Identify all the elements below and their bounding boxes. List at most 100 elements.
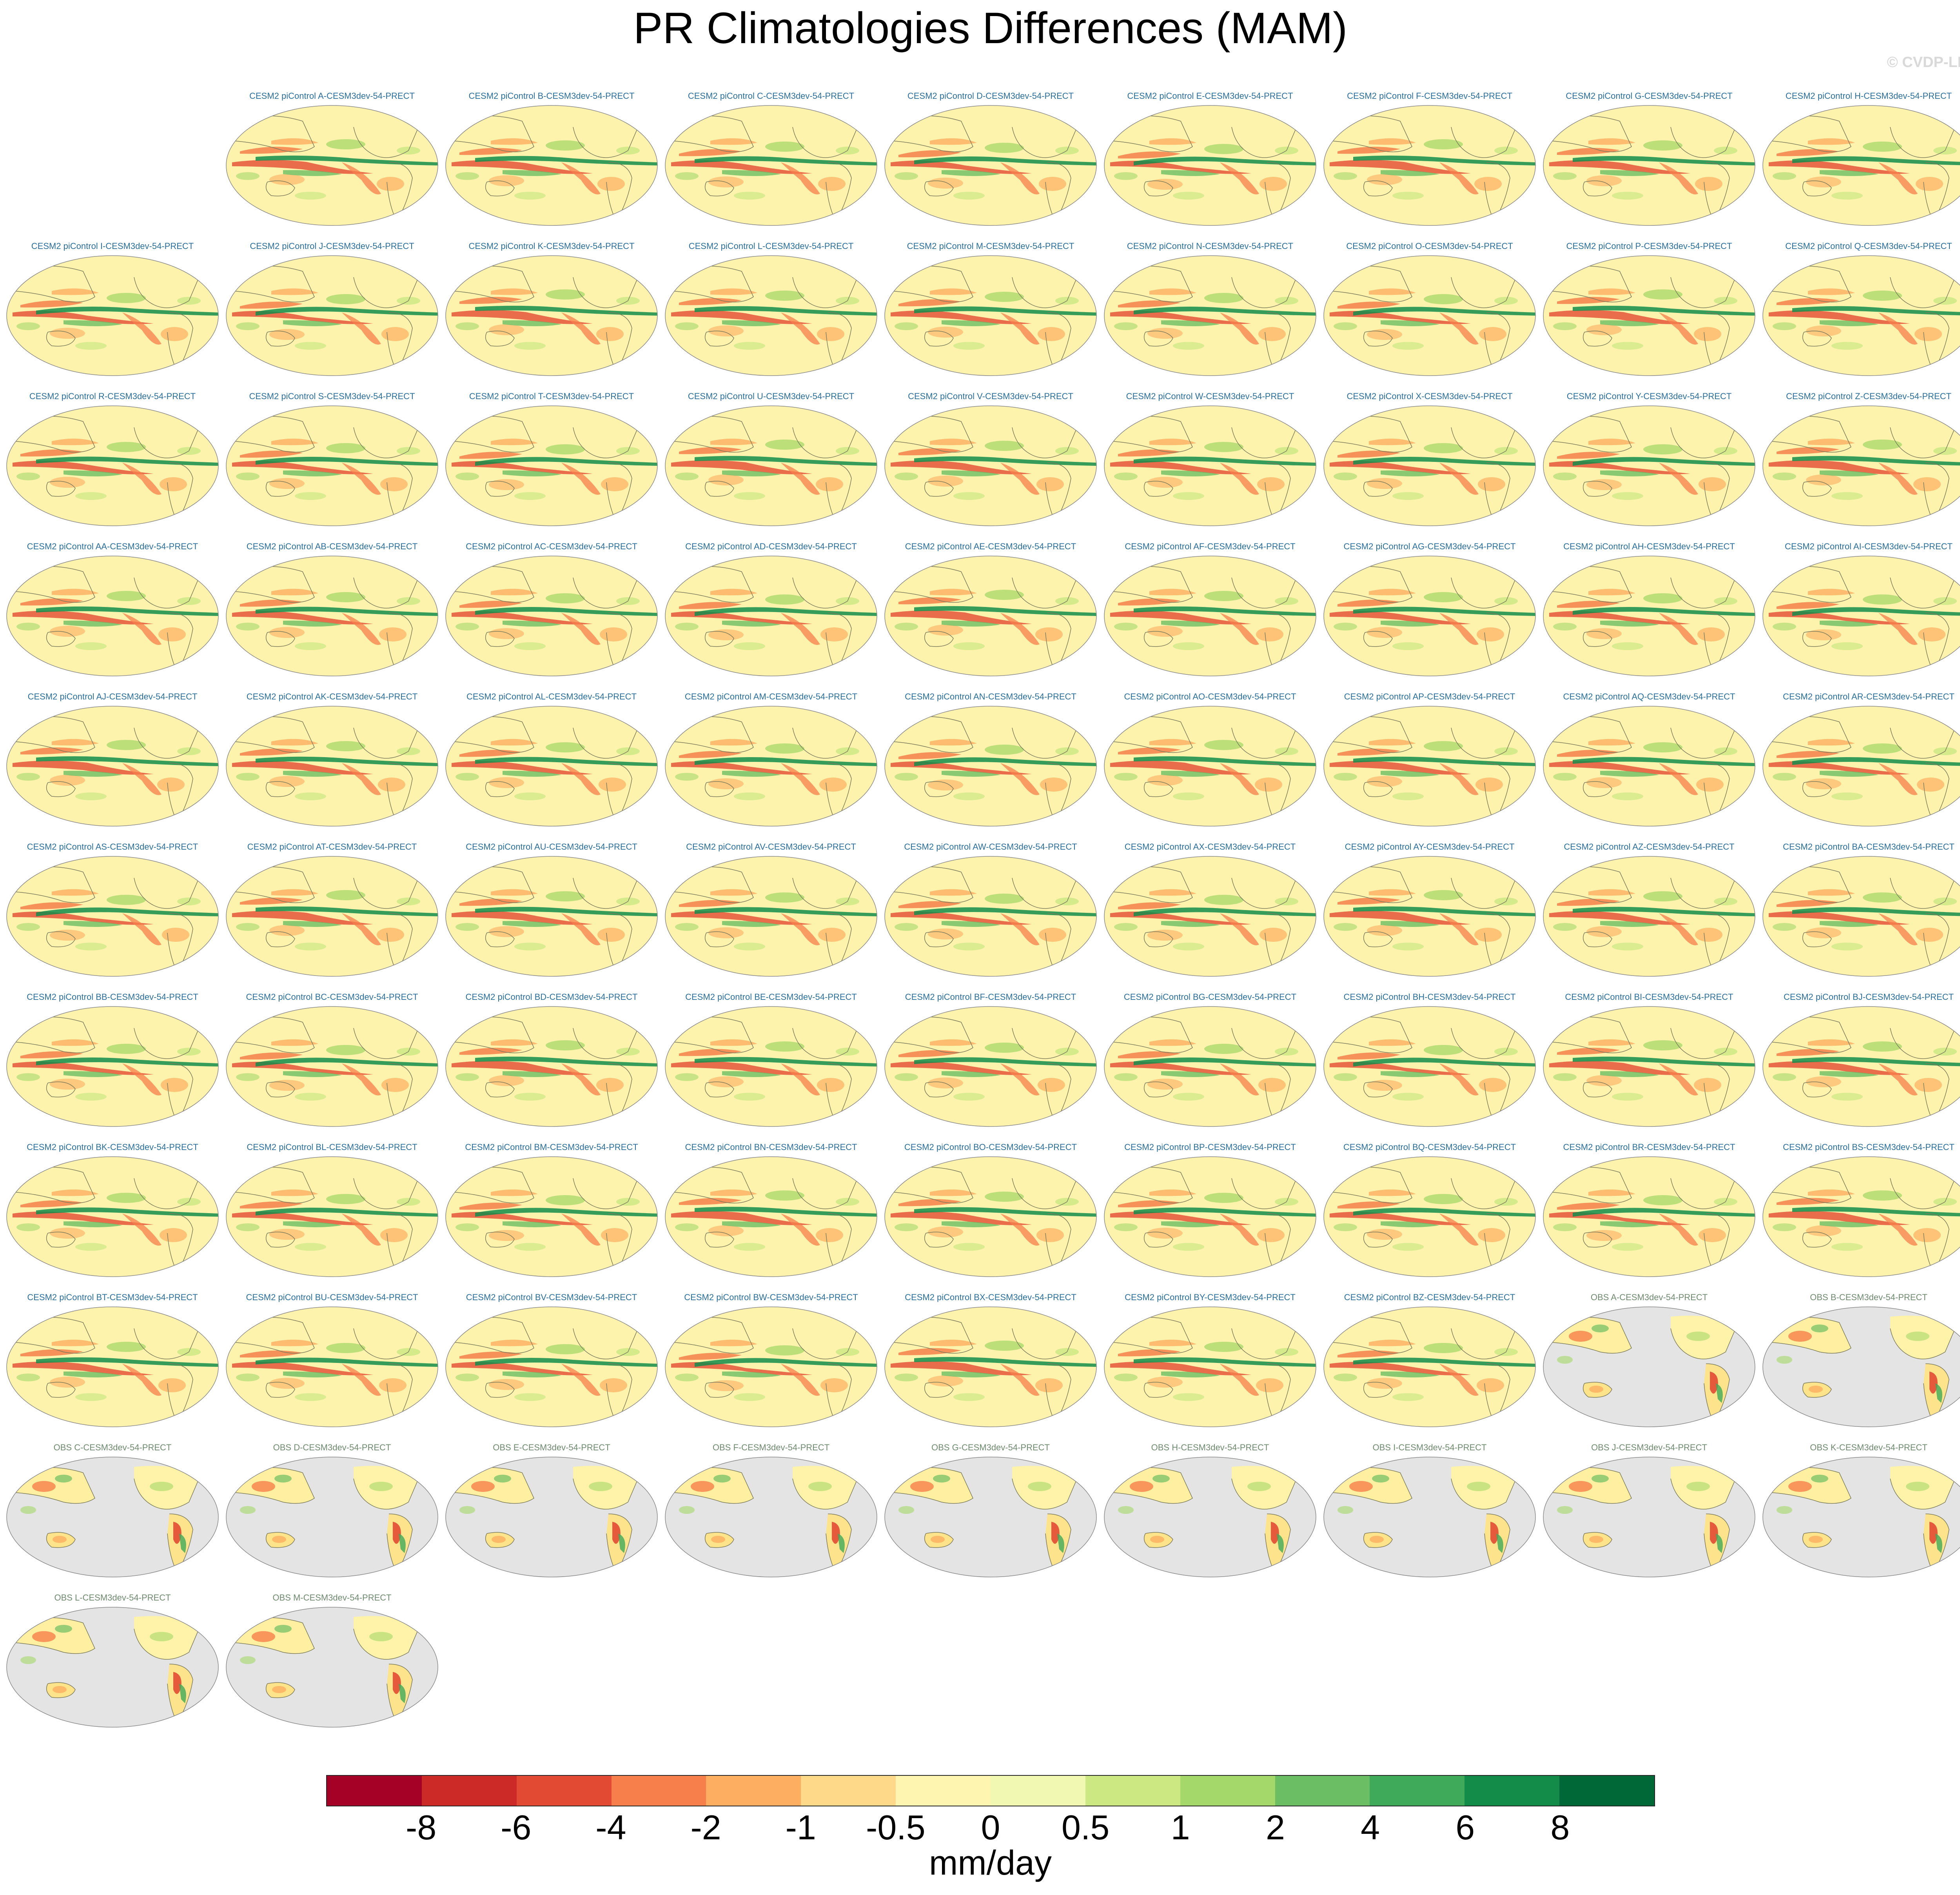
model-map-panel: CESM2 piControl BB-CESM3dev-54-PRECT [5, 992, 220, 1133]
model-map-panel: CESM2 piControl P-CESM3dev-54-PRECT [1541, 241, 1757, 382]
model-map-panel: CESM2 piControl AZ-CESM3dev-54-PRECT [1541, 842, 1757, 983]
map-plot [665, 556, 877, 676]
map-plot [665, 105, 877, 226]
map-plot [6, 1457, 219, 1577]
map-plot [445, 1457, 658, 1577]
panel-title: CESM2 piControl X-CESM3dev-54-PRECT [1347, 391, 1513, 401]
map-plot [1543, 706, 1755, 827]
colorbar-tick-label: -6 [501, 1808, 532, 1847]
colorbar-swatch [421, 1776, 517, 1806]
map-plot [6, 1607, 219, 1728]
panel-title: CESM2 piControl BK-CESM3dev-54-PRECT [27, 1142, 198, 1152]
colorbar-swatch [327, 1776, 422, 1806]
model-map-panel: CESM2 piControl AH-CESM3dev-54-PRECT [1541, 541, 1757, 683]
model-map-panel: CESM2 piControl BW-CESM3dev-54-PRECT [663, 1292, 879, 1434]
map-plot [226, 856, 438, 977]
model-map-panel: CESM2 piControl BC-CESM3dev-54-PRECT [224, 992, 440, 1133]
map-plot [884, 105, 1097, 226]
panel-title: CESM2 piControl Y-CESM3dev-54-PRECT [1566, 391, 1732, 401]
model-map-panel: CESM2 piControl BQ-CESM3dev-54-PRECT [1322, 1142, 1537, 1283]
colorbar-swatch [1465, 1776, 1560, 1806]
model-map-panel: CESM2 piControl BS-CESM3dev-54-PRECT [1761, 1142, 1960, 1283]
obs-map-panel: OBS G-CESM3dev-54-PRECT [883, 1443, 1098, 1584]
map-plot [1323, 1457, 1536, 1577]
model-map-panel: CESM2 piControl V-CESM3dev-54-PRECT [883, 391, 1098, 532]
map-plot [445, 1156, 658, 1277]
model-map-panel: CESM2 piControl A-CESM3dev-54-PRECT [224, 91, 440, 232]
colorbar-tick-label: -4 [595, 1808, 626, 1847]
colorbar-swatch [1180, 1776, 1275, 1806]
panel-title: CESM2 piControl D-CESM3dev-54-PRECT [907, 91, 1074, 101]
model-map-panel: CESM2 piControl BM-CESM3dev-54-PRECT [444, 1142, 659, 1283]
panel-title: CESM2 piControl AW-CESM3dev-54-PRECT [904, 842, 1077, 852]
map-plot [665, 255, 877, 376]
panel-title: CESM2 piControl BE-CESM3dev-54-PRECT [685, 992, 857, 1002]
map-plot [1323, 1156, 1536, 1277]
map-plot [1543, 1457, 1755, 1577]
panel-title: CESM2 piControl AN-CESM3dev-54-PRECT [905, 692, 1076, 701]
model-map-panel: CESM2 piControl BP-CESM3dev-54-PRECT [1102, 1142, 1318, 1283]
obs-map-panel: OBS C-CESM3dev-54-PRECT [5, 1443, 220, 1584]
map-plot [884, 1457, 1097, 1577]
map-plot [1543, 556, 1755, 676]
map-plot [226, 405, 438, 526]
model-map-panel: CESM2 piControl AF-CESM3dev-54-PRECT [1102, 541, 1318, 683]
colorbar-tick-label: 0 [981, 1808, 1000, 1847]
map-plot [1762, 255, 1960, 376]
panel-title: CESM2 piControl E-CESM3dev-54-PRECT [1127, 91, 1293, 101]
model-map-panel: CESM2 piControl AM-CESM3dev-54-PRECT [663, 692, 879, 833]
colorbar-swatch [1370, 1776, 1465, 1806]
panel-title: OBS K-CESM3dev-54-PRECT [1810, 1443, 1927, 1452]
panel-title: OBS J-CESM3dev-54-PRECT [1591, 1443, 1707, 1452]
panel-title: CESM2 piControl O-CESM3dev-54-PRECT [1346, 241, 1513, 251]
map-plot [226, 1006, 438, 1127]
map-plot [665, 1306, 877, 1427]
panel-title: CESM2 piControl AD-CESM3dev-54-PRECT [685, 541, 857, 551]
map-plot [665, 706, 877, 827]
model-map-panel: CESM2 piControl BZ-CESM3dev-54-PRECT [1322, 1292, 1537, 1434]
model-map-panel: CESM2 piControl BX-CESM3dev-54-PRECT [883, 1292, 1098, 1434]
map-plot [6, 405, 219, 526]
obs-map-panel: OBS I-CESM3dev-54-PRECT [1322, 1443, 1537, 1584]
model-map-panel: CESM2 piControl AV-CESM3dev-54-PRECT [663, 842, 879, 983]
panel-title: OBS B-CESM3dev-54-PRECT [1810, 1292, 1927, 1302]
obs-map-panel: OBS M-CESM3dev-54-PRECT [224, 1593, 440, 1734]
panel-title: CESM2 piControl A-CESM3dev-54-PRECT [249, 91, 415, 101]
model-map-panel: CESM2 piControl C-CESM3dev-54-PRECT [663, 91, 879, 232]
map-plot [1762, 556, 1960, 676]
map-plot [1543, 405, 1755, 526]
map-plot [1762, 706, 1960, 827]
panel-title: CESM2 piControl AE-CESM3dev-54-PRECT [905, 541, 1076, 551]
map-plot [665, 405, 877, 526]
panel-title: CESM2 piControl BR-CESM3dev-54-PRECT [1563, 1142, 1735, 1152]
map-plot [1762, 1306, 1960, 1427]
map-plot [226, 1607, 438, 1728]
obs-map-panel: OBS J-CESM3dev-54-PRECT [1541, 1443, 1757, 1584]
map-plot [226, 1306, 438, 1427]
map-plot [884, 405, 1097, 526]
model-map-panel: CESM2 piControl AD-CESM3dev-54-PRECT [663, 541, 879, 683]
model-map-panel: CESM2 piControl AG-CESM3dev-54-PRECT [1322, 541, 1537, 683]
panel-title: OBS A-CESM3dev-54-PRECT [1590, 1292, 1708, 1302]
panel-title: CESM2 piControl BT-CESM3dev-54-PRECT [27, 1292, 198, 1302]
colorbar-tick-label: -2 [690, 1808, 721, 1847]
panel-title: CESM2 piControl BU-CESM3dev-54-PRECT [246, 1292, 418, 1302]
map-plot [665, 1156, 877, 1277]
panel-title: CESM2 piControl BA-CESM3dev-54-PRECT [1783, 842, 1955, 852]
colorbar-tick-label: -8 [406, 1808, 437, 1847]
panel-title: CESM2 piControl K-CESM3dev-54-PRECT [468, 241, 635, 251]
map-plot [665, 1006, 877, 1127]
panel-title: CESM2 piControl C-CESM3dev-54-PRECT [688, 91, 855, 101]
map-plot [6, 856, 219, 977]
map-plot [6, 556, 219, 676]
model-map-panel: CESM2 piControl BV-CESM3dev-54-PRECT [444, 1292, 659, 1434]
model-map-panel: CESM2 piControl L-CESM3dev-54-PRECT [663, 241, 879, 382]
panel-title: CESM2 piControl BO-CESM3dev-54-PRECT [904, 1142, 1077, 1152]
panel-title: CESM2 piControl I-CESM3dev-54-PRECT [31, 241, 194, 251]
panel-title: OBS C-CESM3dev-54-PRECT [53, 1443, 172, 1452]
page-title: PR Climatologies Differences (MAM) [633, 4, 1348, 53]
panel-title: CESM2 piControl H-CESM3dev-54-PRECT [1785, 91, 1952, 101]
panel-title: CESM2 piControl AP-CESM3dev-54-PRECT [1344, 692, 1515, 701]
model-map-panel: CESM2 piControl AL-CESM3dev-54-PRECT [444, 692, 659, 833]
model-map-panel: CESM2 piControl AI-CESM3dev-54-PRECT [1761, 541, 1960, 683]
